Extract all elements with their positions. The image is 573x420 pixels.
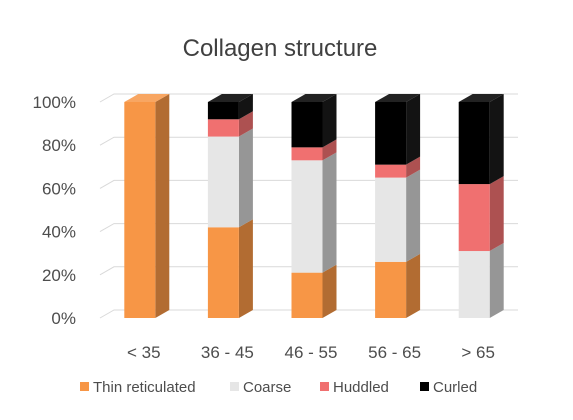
y-axis-ticks: 0% 20% 40% 60% 80% 100% [33, 93, 76, 328]
bar-side [238, 219, 253, 318]
chart-title: Collagen structure [183, 35, 378, 62]
bar-segment [291, 272, 323, 318]
legend-label: Curled [433, 379, 477, 396]
x-tick-label: 36 - 45 [201, 343, 254, 362]
x-axis-ticks: < 35 36 - 45 46 - 55 56 - 65 > 65 [127, 343, 495, 362]
bar-segment [124, 102, 156, 318]
x-tick-label: 56 - 65 [368, 343, 421, 362]
bar-segment [375, 261, 407, 318]
bar-segment [291, 102, 323, 148]
bar-segment [375, 164, 407, 178]
y-tick-label: 40% [42, 223, 76, 242]
bar-segment [291, 147, 323, 161]
legend-swatch [320, 382, 329, 391]
y-tick-label: 20% [42, 266, 76, 285]
x-tick-label: > 65 [461, 343, 495, 362]
bar-top [375, 94, 421, 102]
bar-segment [207, 227, 239, 318]
x-tick-label: < 35 [127, 343, 161, 362]
bar-side [489, 94, 504, 185]
x-tick-label: 46 - 55 [285, 343, 338, 362]
bars [124, 94, 504, 318]
bar-side [406, 156, 421, 178]
bar-side [489, 243, 504, 318]
bar-side [406, 169, 421, 262]
gridline [99, 93, 518, 103]
legend-swatch [420, 382, 429, 391]
bar-segment [291, 160, 323, 273]
bar-side [238, 128, 253, 228]
bar-side [155, 94, 170, 318]
bar-segment [375, 102, 407, 165]
y-tick-label: 100% [33, 93, 76, 112]
bar-segment [375, 177, 407, 262]
bar-segment [458, 102, 490, 185]
bar-segment [207, 136, 239, 228]
legend-swatch [80, 382, 89, 391]
bar-side [489, 176, 504, 252]
bar-side [322, 94, 337, 148]
bar-side [238, 111, 253, 137]
legend-swatch [230, 382, 239, 391]
legend-label: Huddled [333, 379, 389, 396]
bar-segment [207, 102, 239, 120]
legend-label: Thin reticulated [93, 379, 196, 396]
y-tick-label: 80% [42, 136, 76, 155]
bar-segment [207, 119, 239, 137]
bar-side [322, 139, 337, 161]
bar-side [238, 94, 253, 120]
bar-top [291, 94, 337, 102]
bar-segment [458, 184, 490, 252]
bar-top [124, 94, 170, 102]
bar-side [322, 264, 337, 318]
legend: Thin reticulated Coarse Huddled Curled [80, 379, 477, 396]
bar-side [322, 152, 337, 273]
bar-side [406, 94, 421, 165]
bar-top [458, 94, 504, 102]
legend-label: Coarse [243, 379, 291, 396]
y-tick-label: 60% [42, 179, 76, 198]
bar-segment [458, 251, 490, 318]
bar-side [406, 253, 421, 318]
y-tick-label: 0% [51, 309, 76, 328]
bar-top [207, 94, 253, 102]
